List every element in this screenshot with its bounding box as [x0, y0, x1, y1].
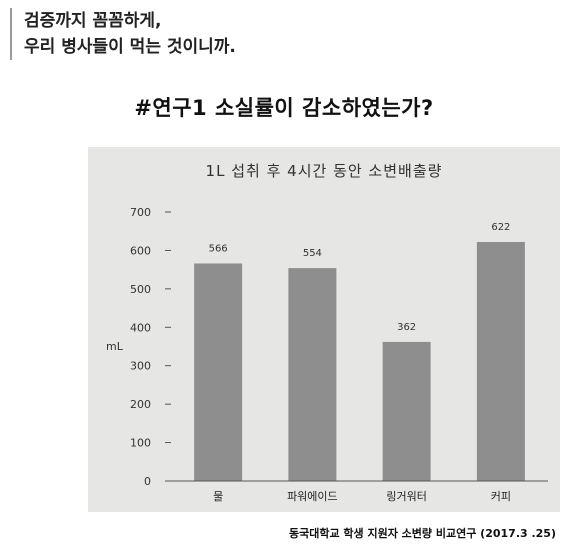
y-tick-label: 600	[130, 244, 151, 257]
section-headline: #연구1 소실률이 감소하였는가?	[134, 96, 434, 120]
x-axis-ticks: 물 파워에이드 링거워터 커피	[213, 490, 511, 503]
bar-value-label: 622	[491, 222, 510, 233]
bar-chart: 1L 섭취 후 4시간 동안 소변배출량 mL 0 100 200 300 400 500…	[106, 162, 548, 503]
quote-line-1: 검증까지 꼼꼼하게,	[24, 11, 162, 31]
y-tick-label: 0	[144, 475, 151, 488]
y-tick-label: 200	[130, 398, 151, 411]
chart-title: 1L 섭취 후 4시간 동안 소변배출량	[206, 162, 443, 180]
bar-value-label: 362	[397, 322, 416, 333]
x-tick-label: 링거워터	[386, 490, 426, 503]
bar-value-label: 554	[303, 248, 322, 259]
y-tick-label: 500	[130, 283, 151, 296]
chart-panel: 1L 섭취 후 4시간 동안 소변배출량 mL 0 100 200 300 400 500…	[88, 147, 560, 512]
bar-1	[194, 263, 243, 481]
x-tick-label: 물	[213, 490, 223, 503]
y-tick-label: 700	[130, 206, 151, 219]
source-caption: 동국대학교 학생 지원자 소변량 비교연구 (2017.3 .25)	[288, 527, 556, 540]
bar-value-label: 566	[209, 243, 228, 254]
quote-line-2: 우리 병사들이 먹는 것이니까.	[24, 37, 236, 57]
quote-block: 검증까지 꼼꼼하게, 우리 병사들이 먹는 것이니까.	[10, 8, 424, 60]
x-tick-label: 커피	[491, 490, 511, 503]
y-tick-label: 100	[130, 437, 151, 450]
bars-group: 566 554 362 622	[194, 222, 525, 481]
x-tick-label: 파워에이드	[287, 490, 338, 503]
y-axis-label: mL	[106, 340, 124, 353]
bar-3	[382, 341, 431, 481]
bar-2	[288, 268, 337, 481]
y-tick-label: 400	[130, 321, 151, 334]
y-tick-label: 300	[130, 360, 151, 373]
bar-4	[476, 241, 525, 481]
y-axis-ticks: 0 100 200 300 400 500 600 700	[130, 206, 171, 488]
